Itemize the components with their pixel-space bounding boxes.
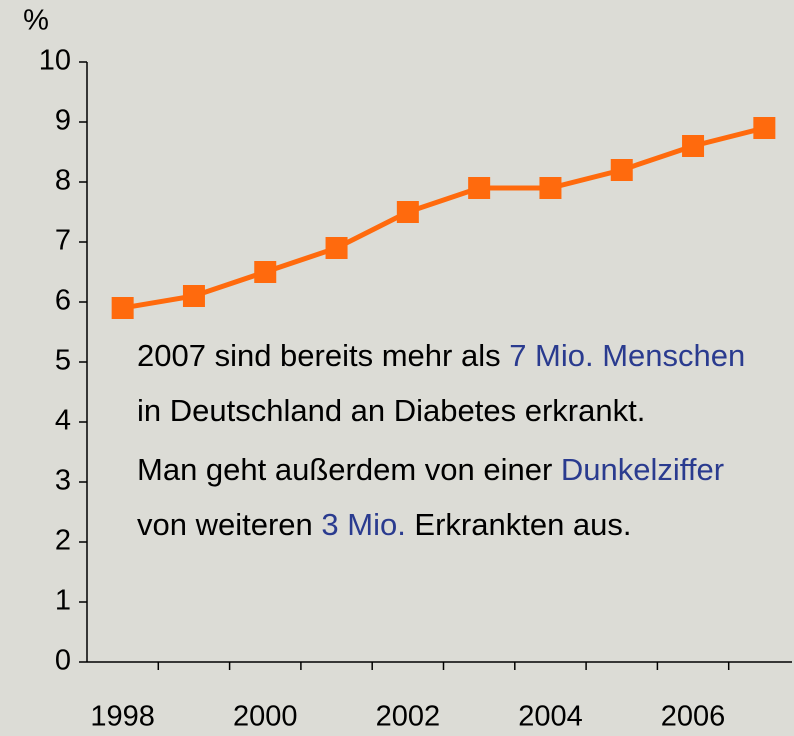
annotation-paragraph: Man geht außerdem von einer Dunkelziffer…	[137, 442, 777, 552]
annotation-text: 3 Mio.	[321, 507, 406, 542]
annotation-text: Erkrankten aus.	[405, 507, 632, 542]
y-tick-label: 3	[55, 465, 71, 497]
y-tick-label: 5	[55, 345, 71, 377]
marker	[254, 261, 277, 283]
annotation-text: Dunkelziffer	[560, 452, 725, 487]
marker	[182, 285, 205, 307]
annotation-text: 2007 sind bereits mehr als	[137, 338, 510, 373]
x-tick-label: 1998	[90, 701, 155, 733]
annotation-paragraph: 2007 sind bereits mehr als 7 Mio. Mensch…	[137, 328, 777, 438]
marker	[539, 177, 562, 199]
y-unit: %	[23, 5, 49, 37]
marker	[325, 237, 348, 259]
x-tick-label: 2000	[233, 701, 298, 733]
marker	[753, 117, 776, 139]
annotation-text: in Deutschland an Diabetes erkrankt.	[137, 393, 646, 428]
y-tick-label: 9	[55, 105, 71, 137]
y-tick-label: 2	[55, 525, 71, 557]
annotation-text: von weiteren	[137, 507, 322, 542]
y-tick-label: 8	[55, 165, 71, 197]
y-tick-label: 6	[55, 285, 71, 317]
marker	[610, 159, 633, 181]
y-tick-label: 0	[55, 645, 71, 677]
y-tick-label: 10	[39, 45, 71, 77]
marker	[111, 297, 134, 319]
line	[122, 125, 765, 311]
marker	[682, 135, 705, 157]
annotation-text: Man geht außerdem von einer	[137, 452, 561, 487]
marker	[396, 201, 419, 223]
y-tick-label: 1	[55, 585, 71, 617]
annotation-text: 7 Mio. Menschen	[509, 338, 746, 373]
x-tick-label: 2004	[518, 701, 583, 733]
annotation: 2007 sind bereits mehr als 7 Mio. Mensch…	[137, 328, 777, 556]
y-tick-label: 7	[55, 225, 71, 257]
marker	[468, 177, 491, 199]
y-tick-label: 4	[55, 405, 71, 437]
x-tick-label: 2006	[661, 701, 726, 733]
x-tick-label: 2002	[376, 701, 441, 733]
